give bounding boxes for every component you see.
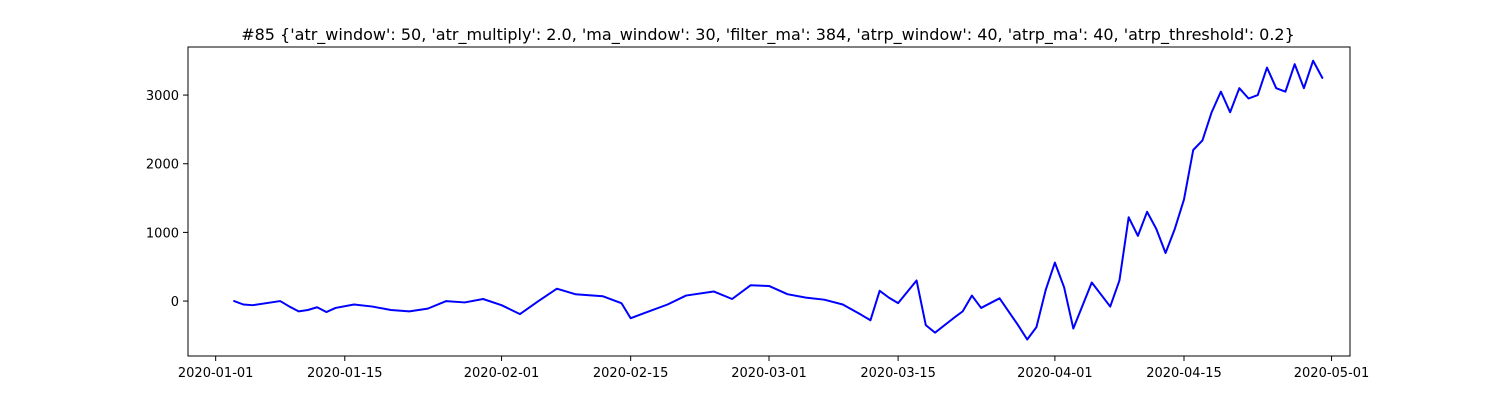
x-tick-label: 2020-01-01 [178, 366, 254, 381]
plot-area: 2020-01-01 2020-01-15 2020-02-01 2020-02-15… [146, 46, 1370, 381]
x-tick-label: 2020-01-15 [307, 366, 383, 381]
x-tick-label: 2020-02-15 [593, 366, 669, 381]
x-tick-label: 2020-04-01 [1017, 366, 1093, 381]
x-tick-label: 2020-03-01 [731, 366, 807, 381]
x-tick-label: 2020-04-15 [1146, 366, 1222, 381]
y-tick-label: 0 [171, 295, 179, 310]
chart-title: #85 {'atr_window': 50, 'atr_multiply': 2… [241, 25, 1295, 45]
x-tick-label: 2020-02-01 [464, 366, 540, 381]
x-tick-label: 2020-05-01 [1294, 366, 1370, 381]
y-tick-label: 1000 [146, 226, 179, 241]
series-line-0 [233, 59, 1324, 341]
y-tick-label: 3000 [146, 89, 179, 104]
x-tick-label: 2020-03-15 [860, 366, 936, 381]
plot-frame [187, 46, 1351, 357]
y-tick-label: 2000 [146, 158, 179, 173]
